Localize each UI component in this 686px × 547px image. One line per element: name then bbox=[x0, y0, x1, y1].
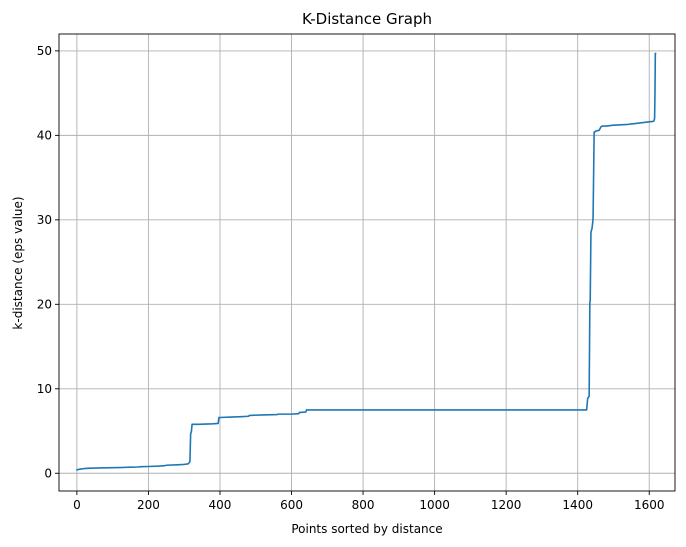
axis-ticks: 0 200 400 600 800 1000 1200 1400 1600 0 10 20 30 40 50 bbox=[37, 44, 665, 512]
x-axis-label: Points sorted by distance bbox=[291, 522, 442, 536]
y-tick-label: 0 bbox=[44, 466, 52, 480]
x-tick-label: 0 bbox=[73, 498, 81, 512]
x-tick-label: 1000 bbox=[419, 498, 450, 512]
k-distance-line bbox=[76, 52, 657, 471]
y-tick-label: 20 bbox=[37, 297, 52, 311]
x-tick-label: 200 bbox=[137, 498, 160, 512]
x-tick-label: 1400 bbox=[562, 498, 593, 512]
y-tick-label: 50 bbox=[37, 44, 52, 58]
y-tick-label: 30 bbox=[37, 213, 52, 227]
series-lines bbox=[76, 52, 657, 471]
x-tick-label: 1600 bbox=[634, 498, 665, 512]
x-tick-label: 400 bbox=[209, 498, 232, 512]
x-tick-label: 1200 bbox=[491, 498, 522, 512]
x-tick-label: 800 bbox=[352, 498, 375, 512]
y-axis-label: k-distance (eps value) bbox=[11, 196, 25, 329]
y-tick-label: 40 bbox=[37, 128, 52, 142]
y-tick-label: 10 bbox=[37, 382, 52, 396]
chart-title: K-Distance Graph bbox=[302, 10, 432, 28]
grid-lines bbox=[59, 34, 675, 491]
x-tick-label: 600 bbox=[280, 498, 303, 512]
plot-frame bbox=[58, 33, 676, 492]
